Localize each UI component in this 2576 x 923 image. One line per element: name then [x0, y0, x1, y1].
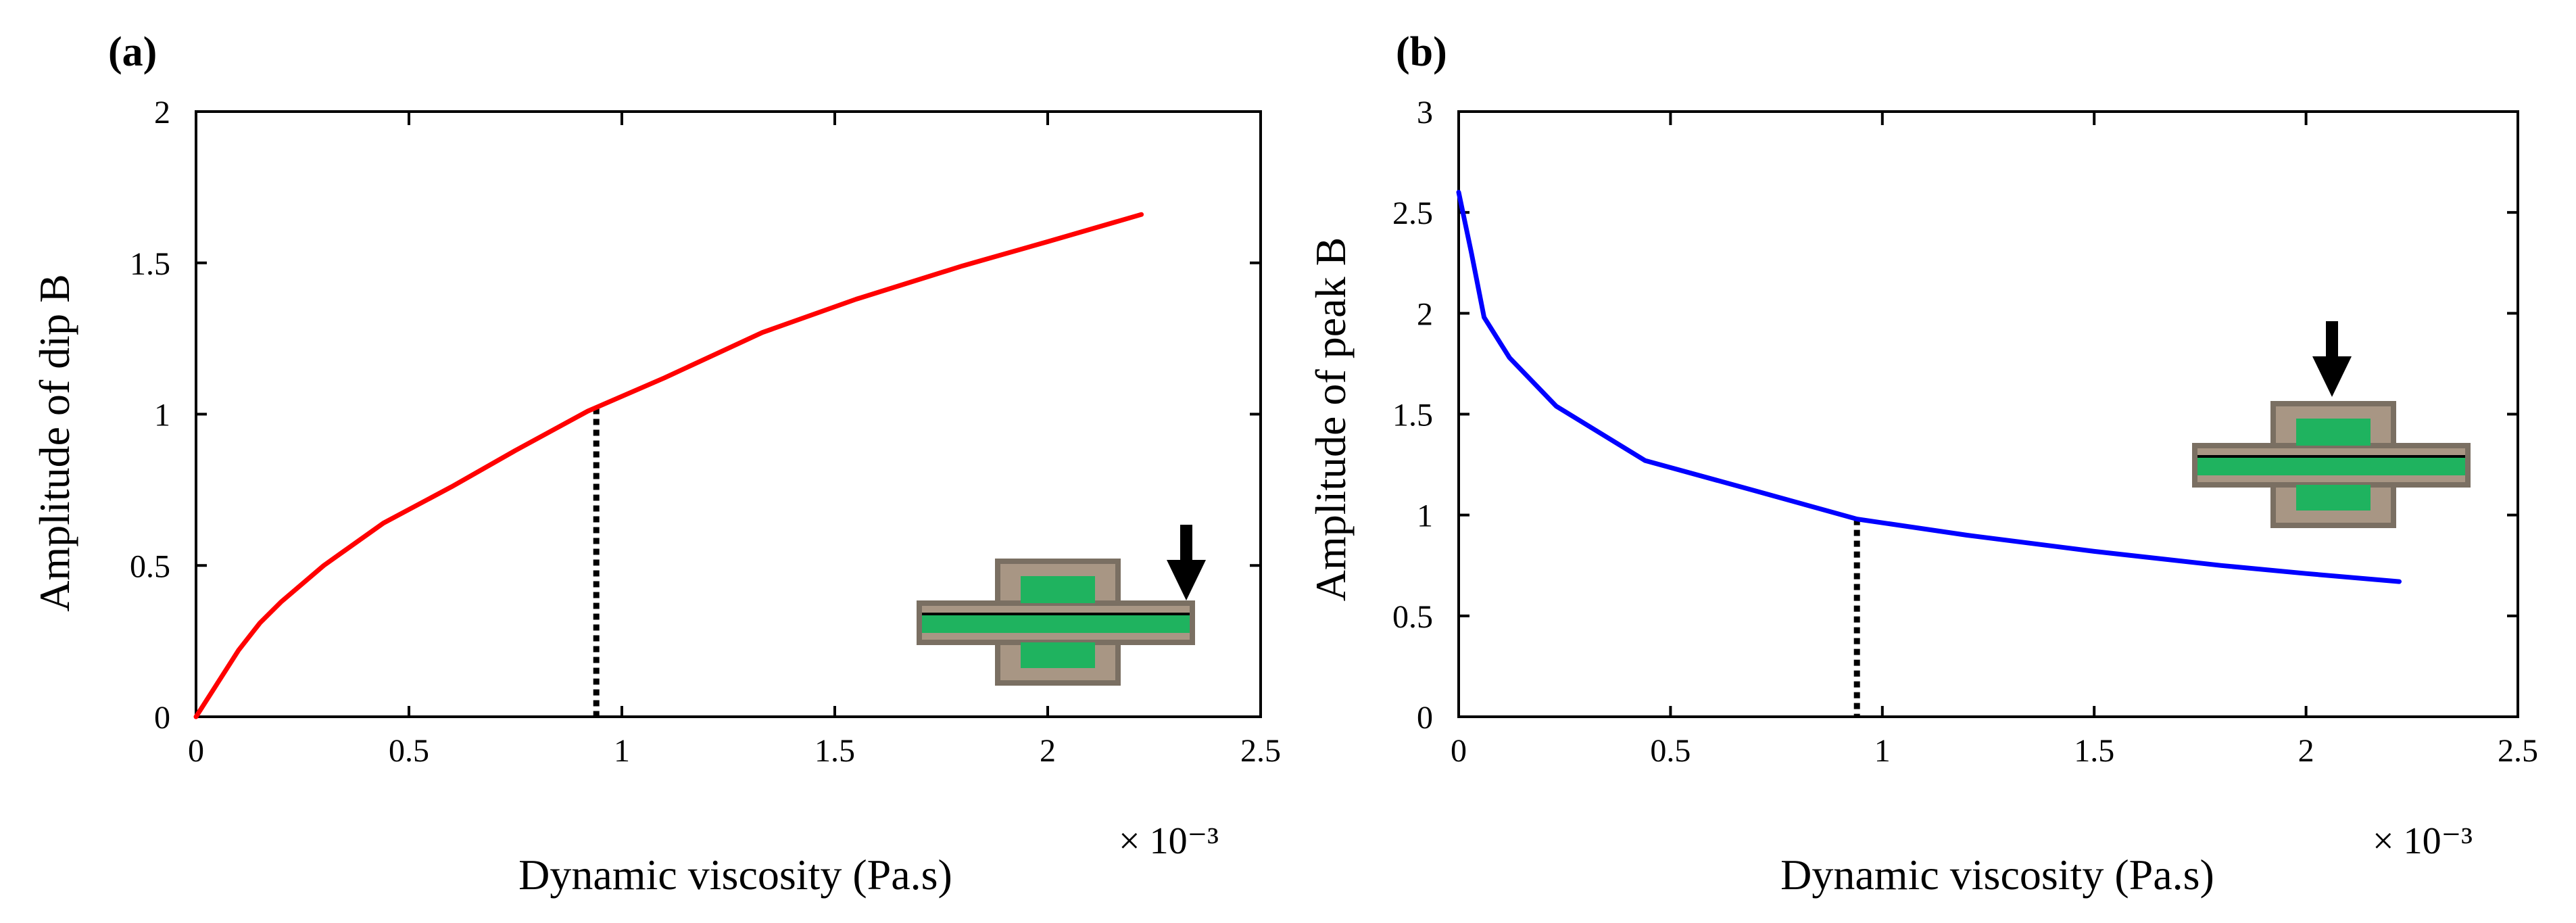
inset-b-core-top: [2296, 419, 2371, 446]
panel-a-plot: [193, 212, 1144, 719]
series-line-dip-B: [193, 212, 1144, 719]
panel-a: (a) Amplitude of dip B 0 0.5 1 1.5 2 2.5 0 0.5 1…: [30, 29, 1281, 899]
x-tick-label: 2.5: [1240, 733, 1281, 769]
panel-b-ylabel: Amplitude of peak B: [1307, 237, 1355, 602]
arrow-down-icon: [1167, 525, 1206, 600]
y-tick-label: 1.5: [1392, 398, 1433, 433]
panel-b-xlabel: Dynamic viscosity (Pa.s): [1780, 851, 2214, 899]
x-tick-label: 0.5: [1650, 733, 1691, 769]
panel-b: (b) Amplitude of peak B 0 0.5 1 1.5 2 2.5 0 0.5…: [1307, 29, 2538, 899]
x-tick-label: 0.5: [389, 733, 429, 769]
inset-b-core-bottom: [2296, 485, 2371, 511]
y-tick-label: 0: [154, 700, 170, 736]
y-tick-label: 2: [154, 95, 170, 131]
inset-a-channel: [922, 615, 1190, 633]
y-tick-label: 1: [154, 398, 170, 433]
x-tick-label: 1.5: [2074, 733, 2114, 769]
x-tick-label: 2.5: [2498, 733, 2538, 769]
panel-b-exponent: × 10⁻³: [2373, 820, 2473, 862]
x-tick-label: 1: [614, 733, 630, 769]
x-tick-label: 2: [2298, 733, 2314, 769]
panel-a-ylabel: Amplitude of dip B: [30, 274, 78, 612]
x-tick-label: 0: [1451, 733, 1467, 769]
x-tick-label: 2: [1040, 733, 1056, 769]
y-tick-label: 0.5: [1392, 599, 1433, 635]
inset-a-core-bottom: [1021, 642, 1095, 668]
y-tick-label: 1.5: [130, 246, 170, 282]
panel-b-inset: [2192, 321, 2471, 528]
y-tick-label: 1: [1417, 498, 1433, 534]
panel-b-label: (b): [1396, 29, 1447, 75]
panel-a-exponent: × 10⁻³: [1119, 820, 1219, 862]
x-tick-label: 0: [188, 733, 204, 769]
x-tick-label: 1.5: [815, 733, 855, 769]
y-tick-label: 0.5: [130, 548, 170, 584]
panel-b-plot: [1456, 189, 2402, 717]
panel-b-axes: 0 0.5 1 1.5 2 2.5 0 0.5 1 1.5 2 2.5 3: [1392, 95, 2538, 769]
panel-a-inset: [917, 525, 1206, 686]
y-tick-label: 2: [1417, 296, 1433, 332]
inset-b-channel: [2197, 458, 2465, 475]
panel-a-axes: 0 0.5 1 1.5 2 2.5 0 0.5 1 1.5 2: [130, 95, 1281, 769]
arrow-down-icon: [2312, 321, 2352, 397]
panel-a-xlabel: Dynamic viscosity (Pa.s): [518, 851, 952, 899]
x-tick-label: 1: [1874, 733, 1891, 769]
inset-a-core-top: [1021, 576, 1095, 603]
y-tick-label: 2.5: [1392, 195, 1433, 231]
y-tick-label: 3: [1417, 95, 1433, 131]
series-line-peak-B: [1456, 189, 2402, 584]
panel-a-label: (a): [108, 29, 157, 75]
y-tick-label: 0: [1417, 700, 1433, 736]
